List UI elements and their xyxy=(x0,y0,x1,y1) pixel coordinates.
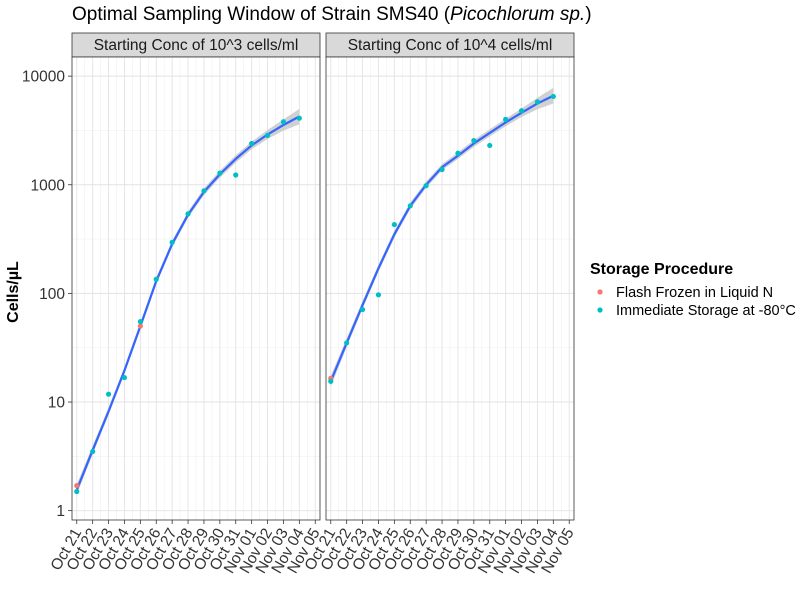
data-point xyxy=(74,483,80,489)
data-point xyxy=(249,140,255,147)
y-tick-label: 10000 xyxy=(22,69,65,86)
data-point xyxy=(217,170,223,176)
panel-strip-label: Starting Conc of 10^4 cells/ml xyxy=(348,37,553,54)
data-point xyxy=(344,340,350,346)
gridlines xyxy=(326,57,574,520)
panel-strip xyxy=(71,32,321,58)
y-tick-label: 1000 xyxy=(31,177,66,194)
y-tick-label: 10 xyxy=(48,395,66,412)
data-point xyxy=(407,203,413,209)
data-point xyxy=(391,221,397,228)
data-point xyxy=(471,137,477,144)
chart-title-main: Optimal Sampling Window of Strain SMS40 … xyxy=(72,4,451,25)
panel-border xyxy=(71,56,321,521)
data-point xyxy=(550,93,556,100)
legend-label: Flash Frozen in Liquid N xyxy=(616,285,773,301)
y-axis-label: Cells/µL xyxy=(5,261,22,323)
data-point xyxy=(121,374,128,381)
y-tick-label: 1 xyxy=(56,503,65,520)
data-point xyxy=(439,166,445,173)
data-point xyxy=(74,488,80,495)
data-point xyxy=(359,306,366,313)
legend-key xyxy=(597,307,603,313)
legend-entries: Flash Frozen in Liquid N Immediate Storag… xyxy=(597,285,796,319)
legend-key xyxy=(597,289,603,295)
data-point xyxy=(280,119,287,125)
data-point xyxy=(518,108,525,114)
legend-label: Immediate Storage at -80°C xyxy=(616,303,796,319)
panel-2: Starting Conc of 10^4 cells/ml Oct 21Oct … xyxy=(302,32,578,577)
y-tick-label: 100 xyxy=(39,286,65,303)
data-point xyxy=(201,188,207,194)
panel-strip xyxy=(325,32,575,58)
legend-title: Storage Procedure xyxy=(590,261,733,278)
panel-1: Starting Conc of 10^3 cells/ml Oct 21Oct … xyxy=(22,32,324,577)
gridlines xyxy=(72,57,320,520)
legend: Storage Procedure Flash Frozen in Liquid… xyxy=(590,261,796,319)
data-point xyxy=(185,211,191,217)
data-point xyxy=(105,391,112,397)
data-point xyxy=(90,448,96,455)
panel-strip-label: Starting Conc of 10^3 cells/ml xyxy=(94,37,299,54)
data-point xyxy=(455,150,461,156)
data-point xyxy=(375,292,382,298)
data-point xyxy=(423,183,429,189)
panels: Starting Conc of 10^3 cells/ml Oct 21Oct … xyxy=(22,32,578,577)
data-point xyxy=(169,239,175,245)
chart-title-species: Picochlorum sp. xyxy=(450,4,585,25)
panel-border xyxy=(325,56,575,521)
data-point xyxy=(264,132,271,138)
data-point xyxy=(503,116,509,122)
data-point xyxy=(296,115,302,121)
data-point xyxy=(153,276,159,282)
data-point xyxy=(328,378,334,384)
data-point xyxy=(137,323,143,329)
data-point xyxy=(487,142,493,149)
chart-title: Optimal Sampling Window of Strain SMS40 … xyxy=(72,4,592,25)
y-axis: 1 10 100 1000 10000 xyxy=(22,69,72,520)
data-point xyxy=(534,99,541,105)
data-point xyxy=(233,172,239,178)
chart-title-end: ) xyxy=(585,4,591,25)
data-point xyxy=(137,318,143,325)
